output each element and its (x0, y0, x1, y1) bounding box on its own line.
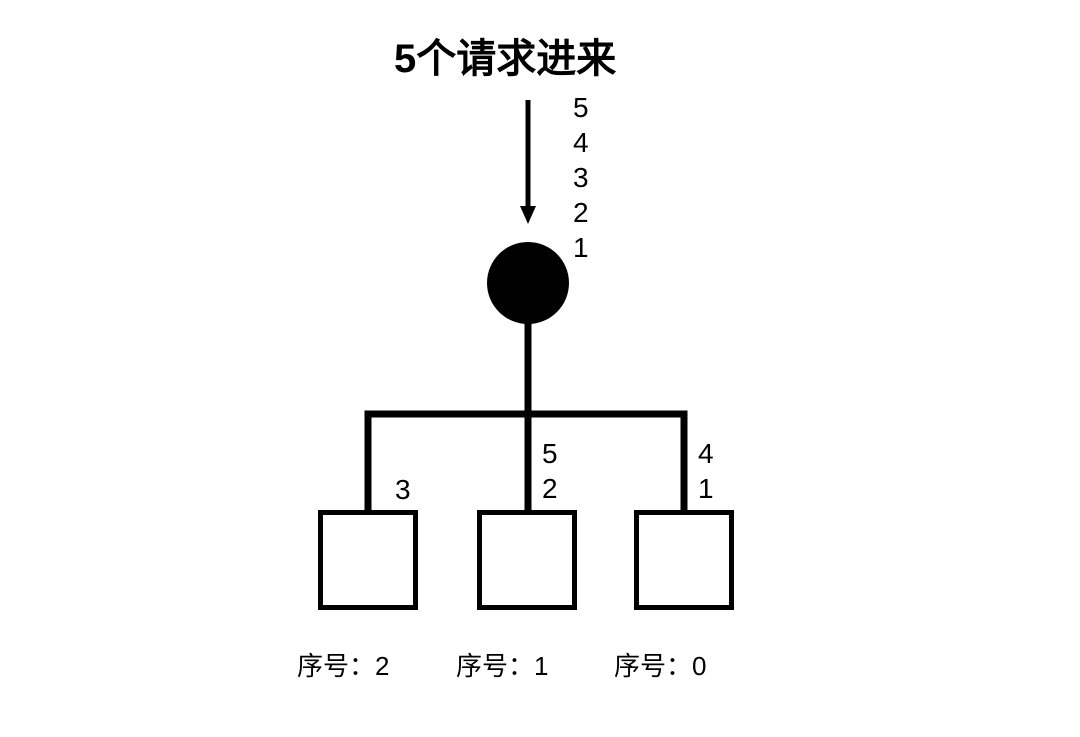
box-label: 序号：1 (456, 646, 548, 683)
branch-annotation: 5 2 (542, 436, 558, 506)
branch-annotation: 4 1 (698, 436, 714, 506)
branch-annotation: 3 (395, 472, 411, 507)
target-box (477, 510, 577, 610)
box-label: 序号：2 (297, 646, 389, 683)
box-label: 序号：0 (614, 646, 706, 683)
target-box (318, 510, 418, 610)
distribution-connector (0, 0, 1080, 737)
target-box (634, 510, 734, 610)
